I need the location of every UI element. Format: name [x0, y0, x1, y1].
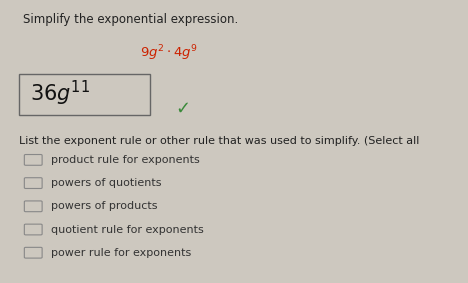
Text: quotient rule for exponents: quotient rule for exponents: [51, 224, 204, 235]
Text: powers of products: powers of products: [51, 201, 158, 211]
Text: $36g^{11}$: $36g^{11}$: [30, 79, 90, 108]
FancyBboxPatch shape: [19, 74, 150, 115]
FancyBboxPatch shape: [24, 247, 42, 258]
Text: powers of quotients: powers of quotients: [51, 178, 161, 188]
Text: List the exponent rule or other rule that was used to simplify. (Select all: List the exponent rule or other rule tha…: [19, 136, 419, 146]
Text: power rule for exponents: power rule for exponents: [51, 248, 191, 258]
FancyBboxPatch shape: [24, 155, 42, 165]
Text: $9g^2 \cdot 4g^9$: $9g^2 \cdot 4g^9$: [140, 44, 198, 63]
Text: product rule for exponents: product rule for exponents: [51, 155, 200, 165]
Text: Simplify the exponential expression.: Simplify the exponential expression.: [23, 13, 239, 26]
Text: ✓: ✓: [176, 99, 190, 117]
FancyBboxPatch shape: [24, 201, 42, 212]
FancyBboxPatch shape: [24, 178, 42, 188]
FancyBboxPatch shape: [24, 224, 42, 235]
